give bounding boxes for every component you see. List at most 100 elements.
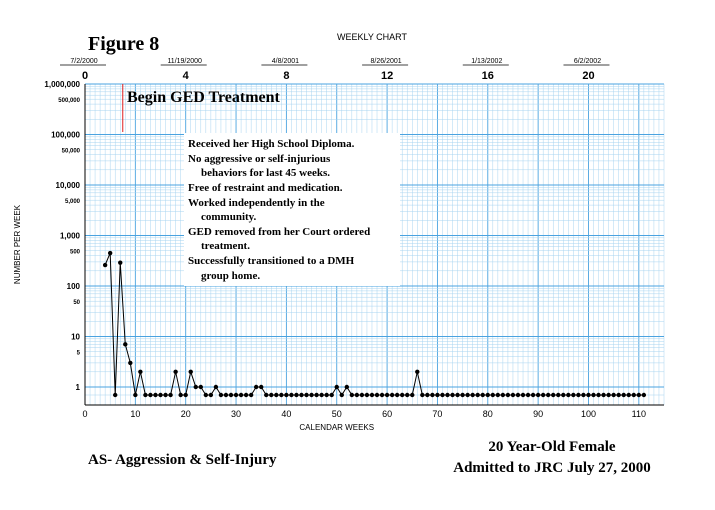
data-point xyxy=(435,392,440,398)
data-point xyxy=(490,392,496,398)
top-tick-label: 8 xyxy=(283,70,289,82)
data-point xyxy=(425,392,430,398)
x-tick-label: 30 xyxy=(231,409,241,419)
data-point xyxy=(399,392,405,398)
x-tick-label: 110 xyxy=(632,409,646,419)
data-point xyxy=(415,369,420,374)
data-point xyxy=(641,392,647,398)
data-point xyxy=(455,392,460,398)
data-point xyxy=(264,392,269,398)
y-tick-label: 100,000 xyxy=(51,131,80,140)
y-tick-label: 10,000 xyxy=(56,181,81,190)
data-point xyxy=(556,392,561,398)
data-point xyxy=(208,392,214,398)
notes-box xyxy=(184,133,400,286)
data-point xyxy=(359,392,365,398)
footer-right-line1: 20 Year-Old Female xyxy=(488,439,616,455)
data-point xyxy=(369,392,375,398)
data-point xyxy=(621,392,626,398)
data-point xyxy=(319,392,324,398)
data-point xyxy=(158,392,163,398)
x-tick-label: 10 xyxy=(130,409,140,419)
y-tick-label: 10 xyxy=(71,333,80,342)
top-date-label: 6/2/2002 xyxy=(574,58,601,65)
x-tick-label: 100 xyxy=(581,409,596,419)
data-point xyxy=(505,392,511,398)
data-point xyxy=(344,384,350,390)
y-tick-label: 100 xyxy=(67,282,81,291)
x-tick-label: 20 xyxy=(181,409,191,419)
y-tick-label: 500 xyxy=(70,250,81,256)
data-point xyxy=(178,392,183,398)
data-point xyxy=(329,392,334,398)
data-point xyxy=(520,392,526,398)
data-point xyxy=(495,392,501,398)
data-point xyxy=(309,392,314,398)
data-point xyxy=(259,384,264,390)
y-tick-label: 50,000 xyxy=(62,149,81,155)
data-point xyxy=(389,392,395,398)
data-point xyxy=(299,392,304,398)
data-point xyxy=(102,262,108,268)
data-point xyxy=(611,392,616,398)
data-point xyxy=(546,392,551,398)
data-point xyxy=(430,392,435,398)
data-point xyxy=(269,392,274,398)
data-point xyxy=(460,392,465,398)
x-tick-label: 80 xyxy=(483,409,493,419)
data-point xyxy=(510,392,516,398)
chart-marks xyxy=(102,84,647,398)
top-tick-label: 0 xyxy=(82,70,88,82)
data-point xyxy=(475,392,480,398)
data-point xyxy=(515,392,521,398)
top-date-label: 11/19/2000 xyxy=(167,58,202,65)
data-point xyxy=(113,392,118,398)
data-point xyxy=(470,392,475,398)
data-point xyxy=(193,384,198,390)
note-line: No aggressive or self-injurious xyxy=(188,153,331,165)
y-axis-label: NUMBER PER WEEK xyxy=(13,204,22,284)
x-axis-label: CALENDAR WEEKS xyxy=(299,423,374,432)
data-point xyxy=(183,392,188,398)
x-tick-label: 40 xyxy=(281,409,291,419)
data-point xyxy=(410,392,415,398)
data-point xyxy=(480,392,485,398)
top-tick-label: 16 xyxy=(482,70,494,82)
note-line: Free of restraint and medication. xyxy=(188,182,343,194)
data-point xyxy=(500,392,506,398)
data-point xyxy=(394,392,400,398)
data-point xyxy=(203,392,209,398)
y-tick-label: 50 xyxy=(73,300,80,306)
data-point xyxy=(450,392,455,398)
treatment-label: Begin GED Treatment xyxy=(127,89,281,106)
data-point xyxy=(420,392,425,398)
y-tick-label: 5 xyxy=(77,351,81,357)
data-point xyxy=(571,392,576,398)
note-line: Successfully transitioned to a DMH xyxy=(188,255,355,267)
data-point xyxy=(374,392,380,398)
data-point xyxy=(631,392,636,398)
note-line: community. xyxy=(201,211,257,223)
data-point xyxy=(525,392,531,398)
top-tick-label: 4 xyxy=(183,70,190,82)
data-point xyxy=(188,369,193,374)
data-point xyxy=(561,392,566,398)
footer-right-line2: Admitted to JRC July 27, 2000 xyxy=(453,460,651,476)
footer-left-text: AS- Aggression & Self-Injury xyxy=(88,452,277,468)
top-tick-label: 12 xyxy=(381,70,393,82)
data-point xyxy=(233,392,239,398)
data-point xyxy=(153,392,158,398)
note-line: group home. xyxy=(201,270,260,282)
top-date-label: 4/8/2001 xyxy=(272,58,299,65)
top-date-label: 1/13/2002 xyxy=(471,58,502,65)
data-point xyxy=(128,360,133,366)
data-point xyxy=(228,392,234,398)
data-point xyxy=(133,392,138,398)
y-tick-label: 1,000,000 xyxy=(44,80,80,89)
data-point xyxy=(551,392,556,398)
data-point xyxy=(289,392,294,398)
data-point xyxy=(294,392,299,398)
data-point xyxy=(566,392,571,398)
